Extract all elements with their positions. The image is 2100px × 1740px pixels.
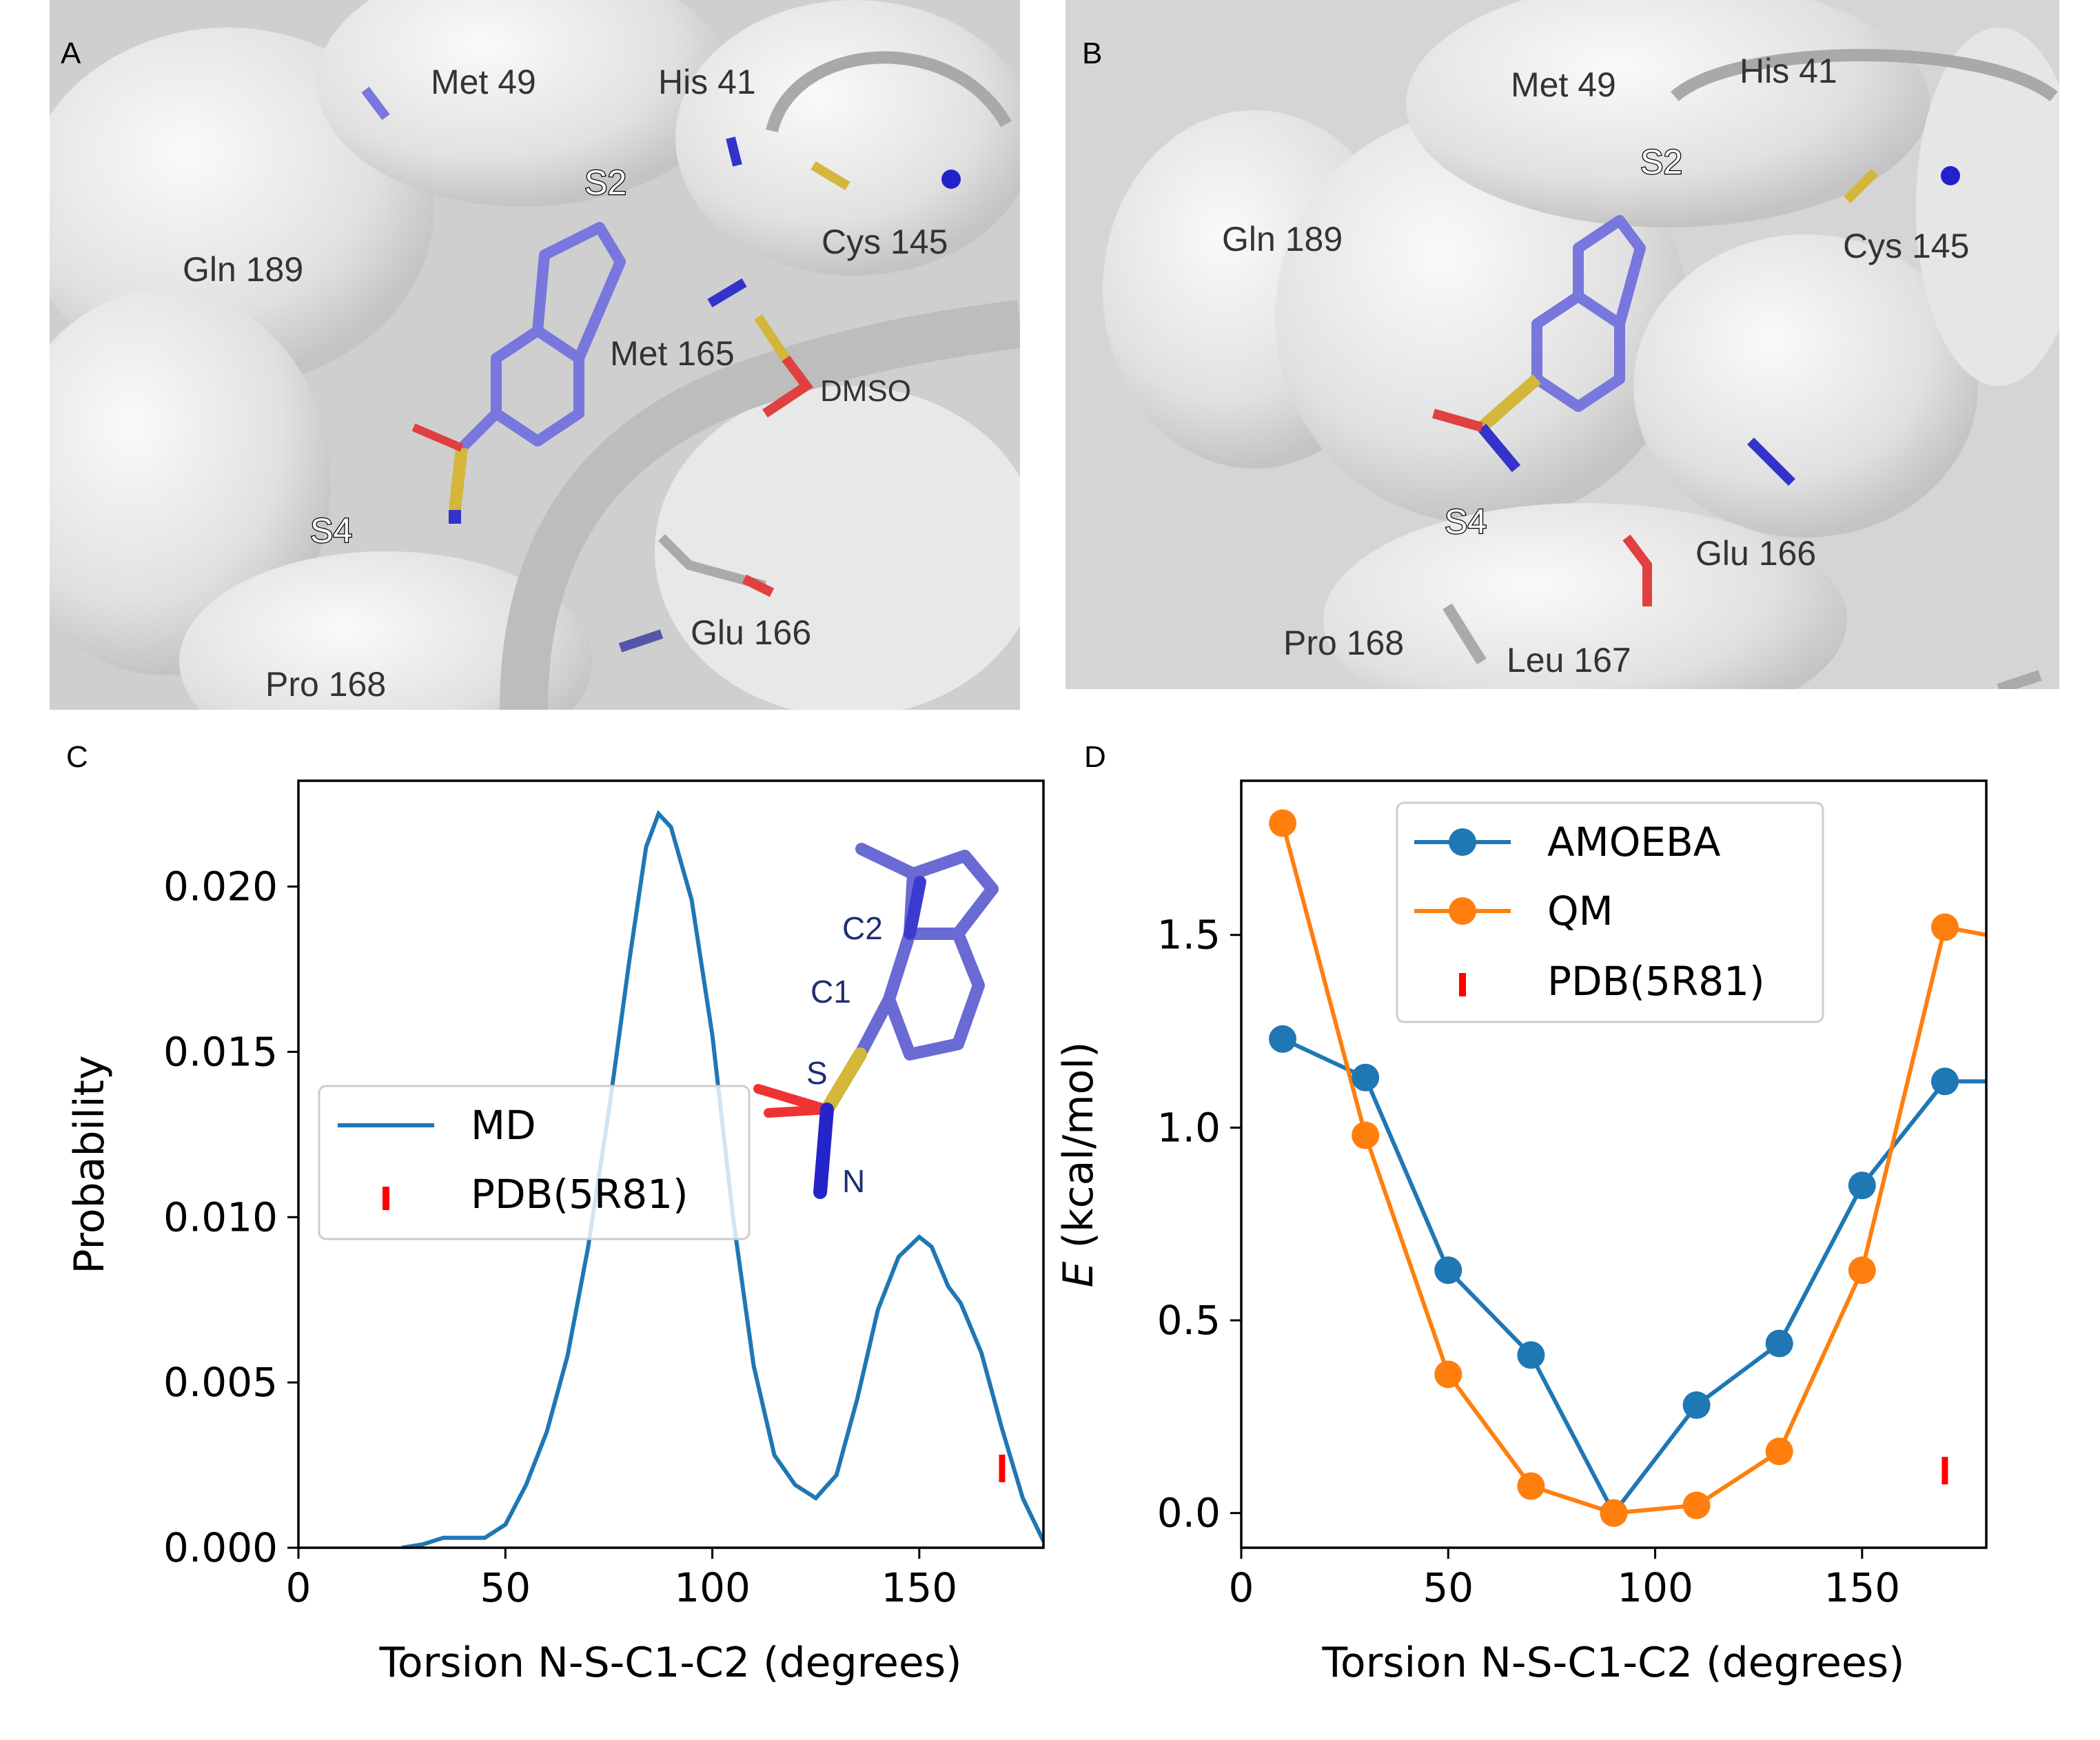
data-point-qm bbox=[1352, 1121, 1380, 1149]
data-point-amoeba bbox=[1682, 1391, 1711, 1420]
series-line-qm bbox=[1281, 822, 1986, 1515]
panel-a: A Met 49 His 41 Cys 145 Gln 189 Met 165 … bbox=[50, 0, 1020, 710]
pocket-label: S4 bbox=[1445, 502, 1487, 541]
y-tick-label: 0.015 bbox=[163, 1028, 278, 1075]
y-tick-label: 0.010 bbox=[163, 1194, 278, 1240]
y-tick-label: 0.5 bbox=[1157, 1297, 1221, 1344]
panel-d-plot-area bbox=[1269, 809, 1986, 1527]
data-point-amoeba bbox=[1517, 1341, 1545, 1369]
atom-label-s: S bbox=[806, 1055, 828, 1091]
residue-label: Pro 168 bbox=[1283, 624, 1404, 662]
legend-box bbox=[1396, 801, 1824, 1023]
panel-c-letter: C bbox=[66, 740, 88, 774]
residue-label: Glu 166 bbox=[691, 613, 811, 652]
panel-d-axes-frame bbox=[1240, 779, 1988, 1549]
inset-molecule bbox=[753, 843, 999, 1199]
x-axis-label: Torsion N-S-C1-C2 (degrees) bbox=[378, 1639, 961, 1687]
panel-d: D 0 50 100 150 0.0 0.5 1.0 1.5 Torsion N-S-C1-C… bbox=[1054, 740, 1988, 1687]
legend-label-md: MD bbox=[471, 1102, 536, 1149]
x-tick-label: 150 bbox=[881, 1564, 957, 1611]
panel-d-points bbox=[1269, 809, 1959, 1527]
data-point-amoeba bbox=[1352, 1063, 1380, 1092]
panel-d-ticks: 0 50 100 150 0.0 0.5 1.0 1.5 bbox=[1157, 912, 1900, 1611]
panel-c-ticks: 0 50 100 150 0.000 0.005 0.010 0.015 0.020 bbox=[163, 863, 957, 1611]
y-axis-label-symbol: E bbox=[1054, 1262, 1103, 1288]
pocket-label: S2 bbox=[1640, 143, 1682, 181]
atom-label-c2: C2 bbox=[842, 910, 883, 946]
x-tick-label: 0 bbox=[286, 1564, 312, 1611]
legend-label-pdb: PDB(5R81) bbox=[1547, 958, 1765, 1005]
atom-label-c1: C1 bbox=[811, 974, 851, 1010]
data-point-qm bbox=[1269, 809, 1297, 837]
y-axis-label: E (kcal/mol) bbox=[1054, 1041, 1103, 1287]
legend-label-pdb: PDB(5R81) bbox=[471, 1171, 689, 1218]
panel-a-structure bbox=[50, 0, 1020, 710]
x-axis-label: Torsion N-S-C1-C2 (degrees) bbox=[1321, 1639, 1904, 1687]
panel-d-legend: AMOEBA QM PDB(5R81) bbox=[1396, 801, 1824, 1023]
pocket-label: S2 bbox=[584, 163, 626, 202]
data-point-qm bbox=[1765, 1437, 1793, 1466]
x-tick-label: 150 bbox=[1824, 1564, 1900, 1611]
residue-label: Cys 145 bbox=[1843, 227, 1969, 265]
data-point-amoeba bbox=[1765, 1329, 1793, 1358]
residue-label: Pro 168 bbox=[265, 665, 386, 704]
data-point-qm bbox=[1682, 1491, 1711, 1519]
data-point-qm bbox=[1930, 913, 1959, 941]
residue-label: DMSO bbox=[820, 374, 911, 408]
data-point-amoeba bbox=[1269, 1025, 1297, 1053]
y-tick-label: 0.0 bbox=[1157, 1490, 1221, 1537]
data-point-qm bbox=[1517, 1472, 1545, 1500]
panel-a-letter: A bbox=[61, 37, 81, 70]
x-tick-label: 50 bbox=[1423, 1564, 1474, 1611]
residue-label: Gln 189 bbox=[1222, 220, 1343, 258]
panel-b-structure bbox=[1066, 0, 2059, 689]
panel-b: B Met 49 His 41 Gln 189 Cys 145 Glu 166 … bbox=[1066, 0, 2059, 689]
data-point-qm bbox=[1434, 1360, 1462, 1389]
residue-label: Met 49 bbox=[431, 63, 536, 101]
y-tick-label: 1.5 bbox=[1157, 912, 1221, 959]
legend-label-qm: QM bbox=[1547, 888, 1613, 934]
x-tick-label: 0 bbox=[1229, 1564, 1254, 1611]
legend-marker-qm bbox=[1449, 897, 1476, 925]
residue-label: Cys 145 bbox=[822, 223, 948, 261]
y-tick-label: 0.000 bbox=[163, 1524, 278, 1571]
panel-c: C 0 50 100 150 0.000 0.005 0.010 0.015 0.020 Tor… bbox=[65, 740, 1045, 1687]
panel-b-letter: B bbox=[1082, 37, 1102, 70]
series-line-amoeba bbox=[1281, 1036, 1986, 1517]
y-axis-label: Probability bbox=[65, 1055, 114, 1273]
data-point-qm bbox=[1848, 1256, 1876, 1284]
data-point-qm bbox=[1600, 1499, 1628, 1527]
residue-label: His 41 bbox=[658, 63, 756, 101]
residue-label: Glu 166 bbox=[1695, 534, 1816, 573]
residue-label: His 41 bbox=[1740, 52, 1837, 90]
panel-c-axes-frame bbox=[297, 779, 1045, 1549]
residue-label: Gln 189 bbox=[183, 250, 303, 289]
y-axis-label-unit: (kcal/mol) bbox=[1054, 1041, 1103, 1261]
atom-label-n: N bbox=[842, 1163, 865, 1199]
residue-label: Leu 167 bbox=[1507, 641, 1631, 679]
panel-c-legend: MD PDB(5R81) bbox=[318, 1085, 751, 1240]
data-point-amoeba bbox=[1434, 1256, 1462, 1284]
panel-d-letter: D bbox=[1084, 740, 1106, 774]
x-tick-label: 100 bbox=[674, 1564, 751, 1611]
data-point-amoeba bbox=[1848, 1171, 1876, 1200]
residue-label: Met 49 bbox=[1511, 65, 1616, 104]
x-tick-label: 100 bbox=[1617, 1564, 1693, 1611]
pocket-label: S4 bbox=[310, 511, 352, 550]
legend-label-amoeba: AMOEBA bbox=[1547, 819, 1721, 866]
legend-marker-amoeba bbox=[1449, 828, 1476, 856]
residue-label: Met 165 bbox=[610, 334, 735, 373]
y-tick-label: 0.020 bbox=[163, 863, 278, 910]
y-tick-label: 1.0 bbox=[1157, 1104, 1221, 1151]
data-point-amoeba bbox=[1930, 1067, 1959, 1096]
x-tick-label: 50 bbox=[480, 1564, 531, 1611]
y-tick-label: 0.005 bbox=[163, 1359, 278, 1406]
